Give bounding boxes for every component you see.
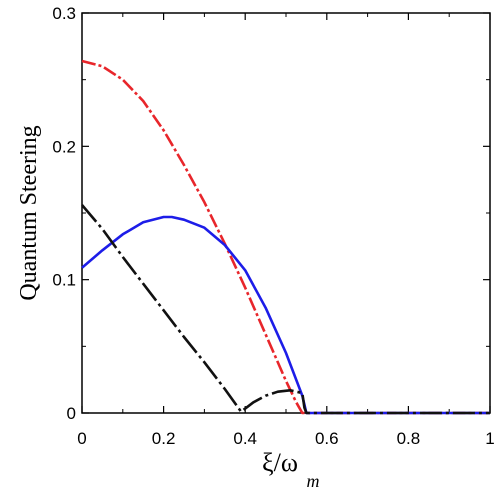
x-tick-label: 0.8 <box>397 429 421 448</box>
y-tick-label: 0 <box>67 404 76 423</box>
series-line-1 <box>81 59 490 415</box>
y-tick-label: 0.2 <box>52 137 76 156</box>
x-axis-title-main: ξ/ω <box>262 448 298 477</box>
x-axis-title: ξ/ω m <box>262 448 319 491</box>
x-tick-label: 0.4 <box>233 429 257 448</box>
tick-labels: 0 0.2 0.4 0.6 0.8 1 0 0.1 0.2 0.3 <box>52 4 494 448</box>
x-tick-label: 0.2 <box>152 429 176 448</box>
x-tick-label: 1 <box>485 429 494 448</box>
x-tick-label: 0 <box>77 429 86 448</box>
series-layer <box>81 59 490 415</box>
x-axis-title-sub: m <box>306 471 319 491</box>
y-axis-title: Quantum Steering <box>16 125 42 300</box>
y-tick-label: 0.1 <box>52 271 76 290</box>
series-line-3 <box>81 204 490 415</box>
x-tick-label: 0.6 <box>315 429 339 448</box>
y-tick-label: 0.3 <box>52 4 76 23</box>
